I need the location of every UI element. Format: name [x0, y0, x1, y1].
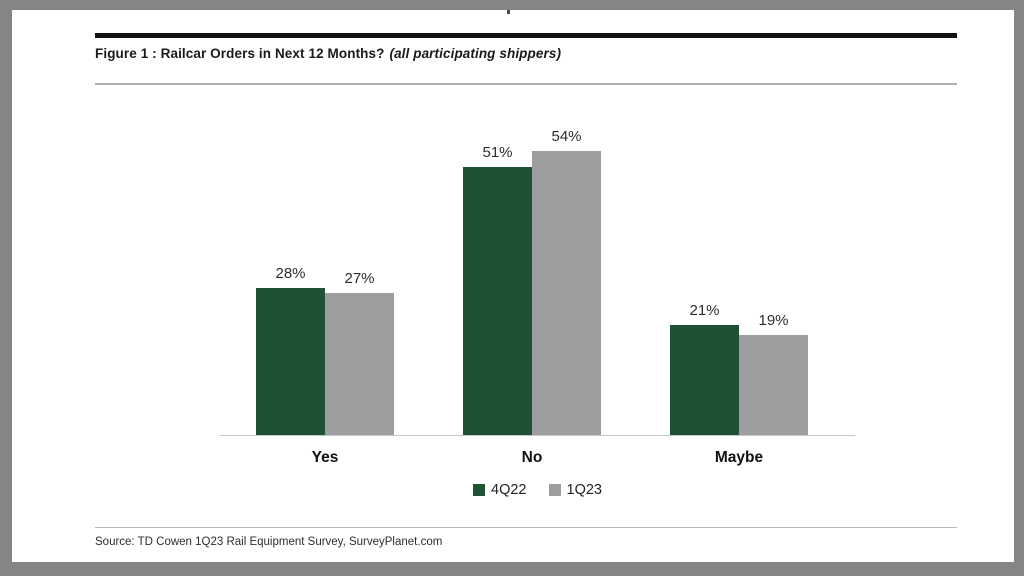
legend-label-1q23: 1Q23: [566, 482, 602, 498]
legend-swatch-4q22: [473, 484, 486, 496]
bar-value-label-4q22-yes: 28%: [275, 265, 306, 282]
bar-4q22-no: [463, 167, 532, 435]
legend-swatch-1q23: [548, 484, 561, 496]
source-top-rule: [95, 527, 957, 528]
figure-title: Figure 1 : Railcar Orders in Next 12 Mon…: [95, 46, 975, 61]
bar-4q22-yes: [256, 288, 325, 435]
figure-title-note: (all participating shippers): [389, 46, 562, 61]
bar-value-label-1q23-maybe: 19%: [758, 312, 789, 329]
title-top-rule: [95, 33, 957, 38]
category-label-yes: Yes: [311, 449, 339, 466]
source-note: Source: TD Cowen 1Q23 Rail Equipment Sur…: [95, 536, 443, 548]
title-bottom-rule: [95, 83, 957, 85]
bar-4q22-maybe: [670, 325, 739, 435]
legend: 4Q22 1Q23: [220, 482, 855, 498]
legend-label-4q22: 4Q22: [491, 482, 527, 498]
bar-1q23-maybe: [739, 335, 808, 435]
legend-item-1q23: 1Q23: [548, 482, 602, 498]
bar-value-label-1q23-no: 54%: [551, 128, 582, 145]
x-axis-line: [220, 435, 855, 436]
figure-title-main: Figure 1 : Railcar Orders in Next 12 Mon…: [95, 46, 385, 61]
bar-value-label-4q22-no: 51%: [482, 144, 513, 161]
legend-item-4q22: 4Q22: [473, 482, 527, 498]
bar-value-label-4q22-maybe: 21%: [689, 302, 720, 319]
bar-1q23-yes: [325, 293, 394, 435]
bar-value-label-1q23-yes: 27%: [344, 270, 375, 287]
category-label-no: No: [521, 449, 543, 466]
cropped-text-artifact: [507, 10, 510, 14]
category-label-maybe: Maybe: [714, 449, 764, 466]
report-page: Figure 1 : Railcar Orders in Next 12 Mon…: [12, 10, 1014, 562]
plot-area: 28% 27% Yes 51% 54% No 21% 19% Maybe: [12, 10, 1014, 562]
bar-1q23-no: [532, 151, 601, 435]
